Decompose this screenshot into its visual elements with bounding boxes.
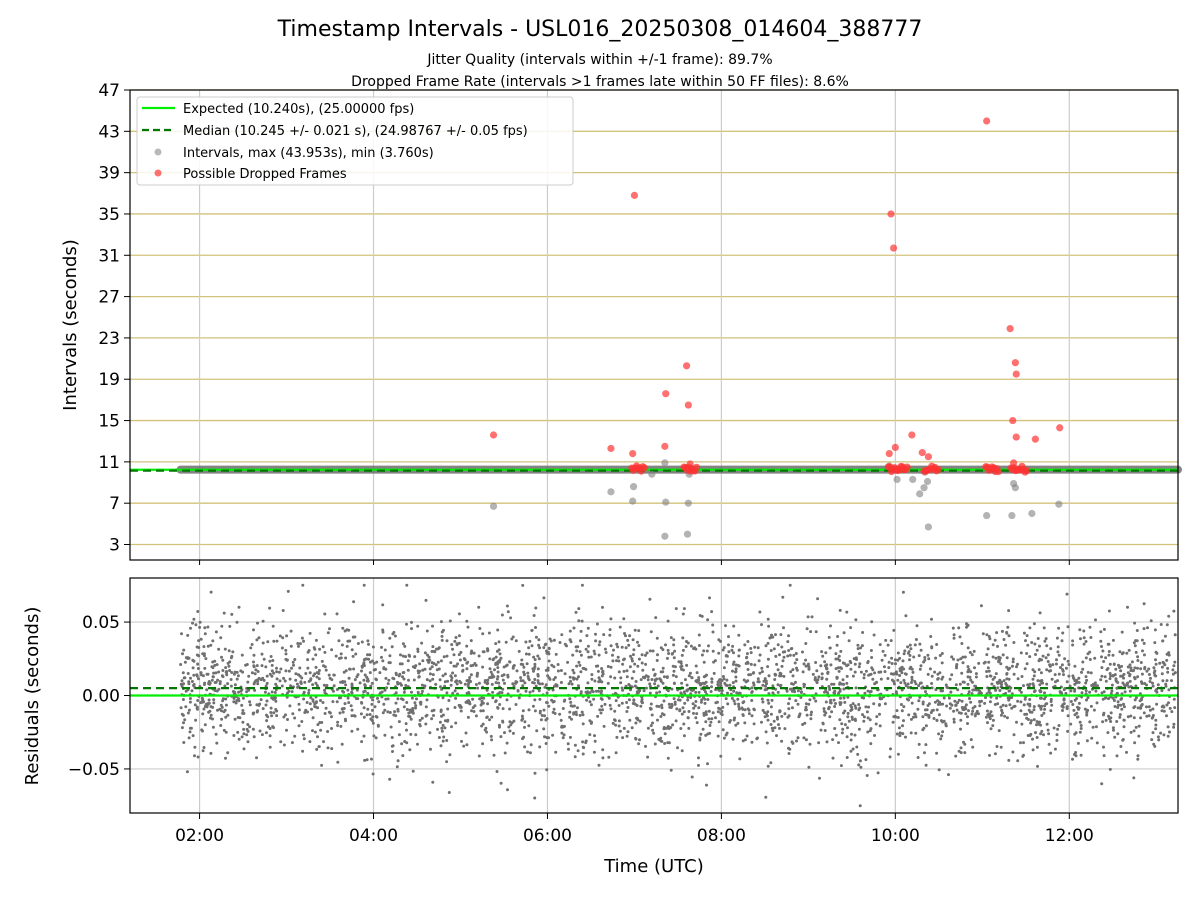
interval-point bbox=[909, 475, 917, 484]
dropped-frame-point bbox=[903, 463, 911, 471]
x-tick-label: 12:00 bbox=[1045, 826, 1094, 846]
dropped-frame-point bbox=[983, 117, 991, 125]
chart-subtitle-jitter: Jitter Quality (intervals within +/-1 fr… bbox=[426, 52, 772, 68]
interval-point bbox=[923, 477, 932, 486]
interval-point bbox=[893, 475, 901, 484]
y-tick-label: 39 bbox=[98, 164, 120, 184]
legend: Expected (10.240s), (25.00000 fps) Media… bbox=[136, 96, 574, 186]
interval-point bbox=[1055, 500, 1063, 508]
legend-dropped-swatch bbox=[154, 169, 162, 177]
y-tick-label: 7 bbox=[109, 494, 120, 514]
dropped-frame-point bbox=[640, 464, 648, 472]
legend-expected-label: Expected (10.240s), (25.00000 fps) bbox=[183, 102, 414, 117]
dropped-frame-point bbox=[629, 450, 637, 458]
dropped-frame-point bbox=[1009, 416, 1017, 425]
interval-point bbox=[489, 502, 498, 510]
dropped-frame-point bbox=[924, 453, 932, 461]
y-tick-label: −0.05 bbox=[68, 760, 120, 780]
dropped-frame-point bbox=[683, 362, 691, 370]
interval-point bbox=[916, 490, 924, 498]
chart-subtitle-dropped: Dropped Frame Rate (intervals >1 frames … bbox=[351, 74, 849, 90]
y-tick-label: 23 bbox=[98, 329, 120, 349]
dropped-frame-point bbox=[686, 460, 694, 468]
y-tick-label: 0.05 bbox=[82, 613, 120, 633]
y-tick-label: 35 bbox=[98, 205, 120, 225]
y-tick-label: 43 bbox=[98, 122, 120, 142]
residuals-panel: −0.05 0.00 0.05 02:00 04:00 06:00 08:00 10:00 12… bbox=[68, 577, 1179, 846]
residual-points bbox=[179, 583, 1177, 808]
y-tick-label: 15 bbox=[98, 412, 120, 432]
dropped-frame-point bbox=[934, 465, 942, 474]
dropped-frame-point bbox=[1023, 467, 1031, 475]
dropped-frame-point bbox=[684, 401, 692, 409]
interval-point bbox=[661, 459, 669, 467]
interval-point bbox=[684, 499, 692, 507]
dropped-frame-point bbox=[890, 244, 898, 252]
legend-intervals-label: Intervals, max (43.953s), min (3.760s) bbox=[183, 146, 434, 161]
dropped-frame-point bbox=[1010, 459, 1018, 467]
dropped-frame-point bbox=[1012, 370, 1020, 378]
y-tick-label: 11 bbox=[98, 453, 120, 473]
dropped-frame-point bbox=[908, 431, 916, 439]
dropped-frame-point bbox=[1031, 435, 1039, 443]
chart-title: Timestamp Intervals - USL016_20250308_01… bbox=[277, 17, 923, 42]
dropped-frame-point bbox=[662, 390, 670, 398]
y-tick-label: 19 bbox=[98, 370, 120, 390]
top-y-axis-label: Intervals (seconds) bbox=[60, 239, 81, 411]
x-tick-label: 06:00 bbox=[523, 826, 572, 846]
y-tick-label: 3 bbox=[109, 536, 120, 556]
dropped-frame-point bbox=[994, 468, 1002, 476]
interval-point bbox=[924, 523, 932, 531]
dropped-frame-point bbox=[885, 450, 893, 458]
dropped-frame-point bbox=[692, 463, 701, 471]
interval-point bbox=[983, 511, 991, 520]
top-plot-frame bbox=[129, 89, 1179, 561]
interval-point bbox=[662, 498, 670, 506]
legend-median-label: Median (10.245 +/- 0.021 s), (24.98767 +… bbox=[183, 124, 528, 139]
x-axis-label: Time (UTC) bbox=[603, 856, 704, 877]
dropped-frame-point bbox=[887, 210, 895, 218]
dropped-frame-point bbox=[891, 443, 899, 452]
interval-point bbox=[920, 484, 928, 492]
interval-point bbox=[607, 488, 615, 496]
dropped-frame-point bbox=[630, 191, 639, 199]
dropped-frame-point bbox=[1012, 433, 1020, 441]
dropped-frame-point bbox=[918, 448, 926, 457]
legend-dropped-label: Possible Dropped Frames bbox=[183, 167, 347, 182]
interval-point bbox=[683, 530, 692, 538]
bottom-y-axis-label: Residuals (seconds) bbox=[22, 607, 43, 786]
dropped-frame-point bbox=[1056, 424, 1064, 432]
x-tick-label: 02:00 bbox=[175, 826, 224, 846]
x-tick-label: 08:00 bbox=[697, 826, 746, 846]
interval-point bbox=[1028, 509, 1036, 518]
bottom-plot-frame bbox=[129, 577, 1179, 814]
x-tick-label: 10:00 bbox=[871, 826, 920, 846]
interval-point bbox=[661, 532, 669, 540]
interval-point bbox=[1011, 484, 1019, 492]
interval-point bbox=[1008, 511, 1016, 520]
y-tick-label: 47 bbox=[98, 81, 120, 101]
dropped-frame-point bbox=[607, 444, 615, 453]
interval-point bbox=[629, 483, 638, 491]
legend-box bbox=[136, 96, 574, 186]
dropped-frame-point bbox=[489, 431, 498, 439]
dropped-frame-point bbox=[1006, 325, 1014, 333]
legend-intervals-swatch bbox=[154, 148, 162, 156]
interval-point bbox=[629, 497, 637, 505]
y-tick-label: 31 bbox=[98, 246, 120, 266]
dropped-frame-point bbox=[661, 442, 669, 450]
dropped-frame-point bbox=[1011, 359, 1019, 367]
interval-point bbox=[648, 470, 656, 478]
x-tick-label: 04:00 bbox=[349, 826, 398, 846]
y-tick-label: 27 bbox=[98, 288, 120, 308]
y-tick-label: 0.00 bbox=[82, 687, 120, 707]
